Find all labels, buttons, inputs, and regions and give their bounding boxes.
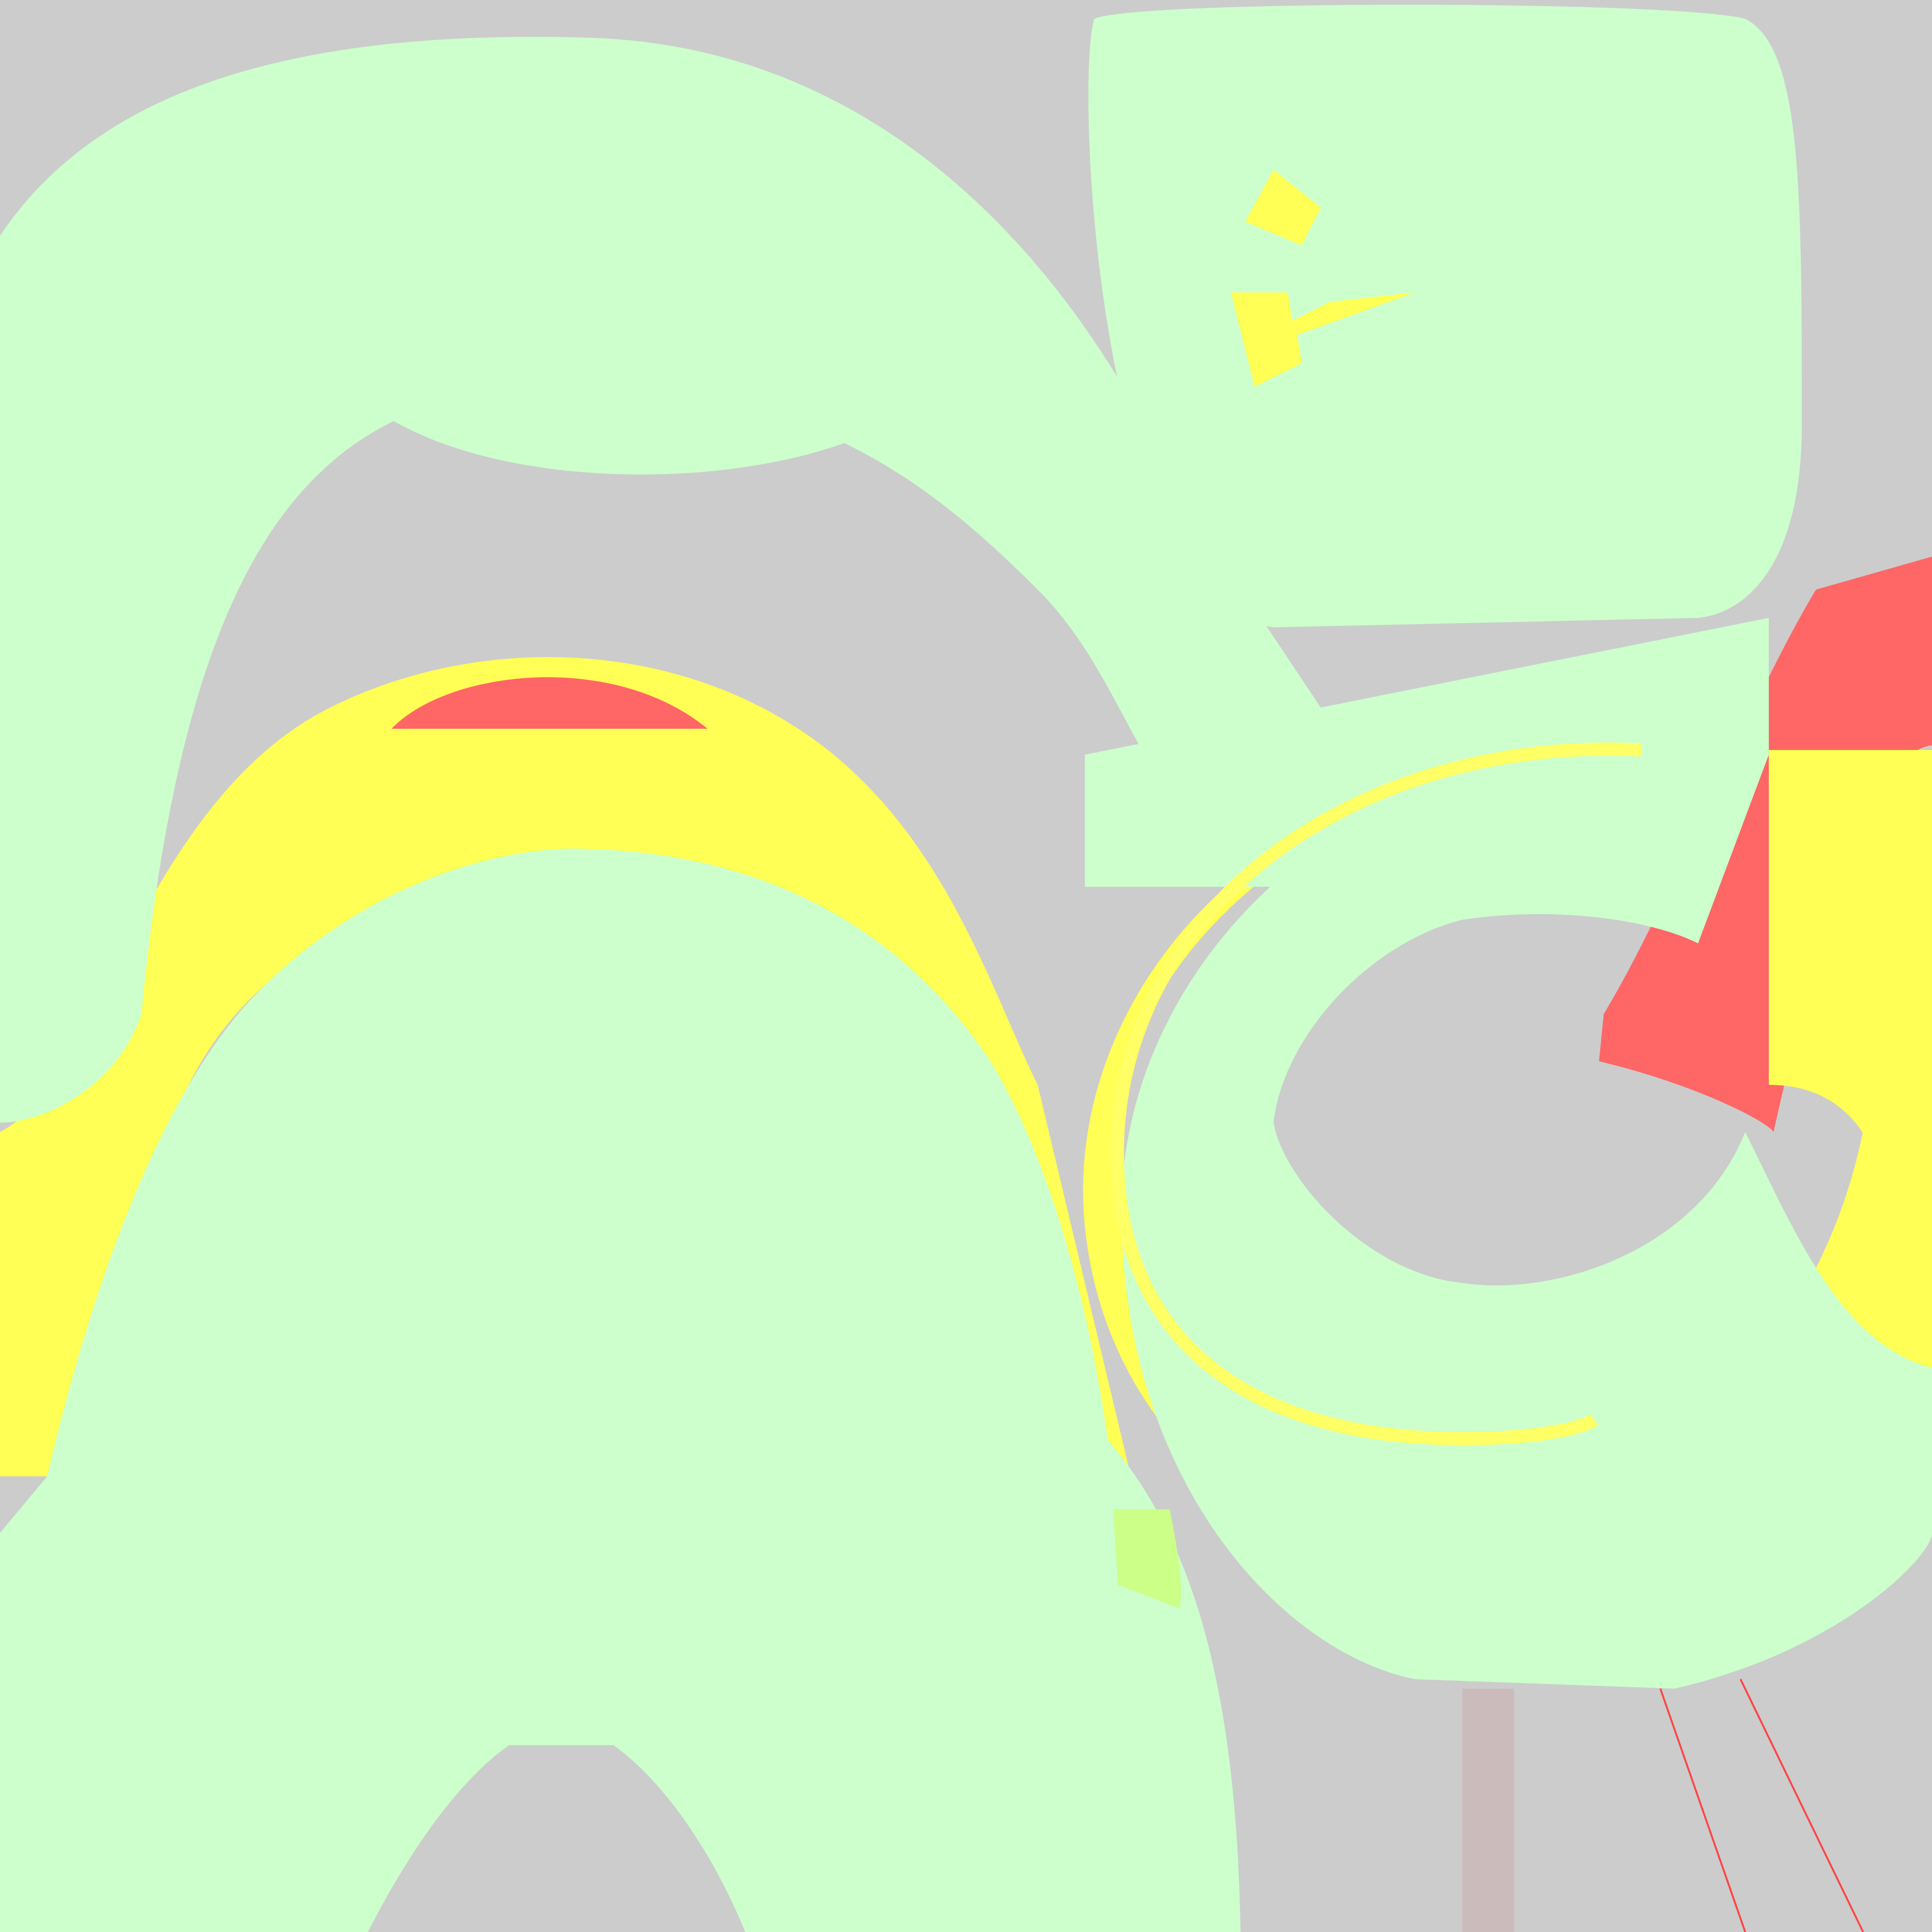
green-rounded-square-top-right bbox=[1089, 5, 1802, 627]
pink-strip bbox=[1462, 1689, 1514, 1932]
